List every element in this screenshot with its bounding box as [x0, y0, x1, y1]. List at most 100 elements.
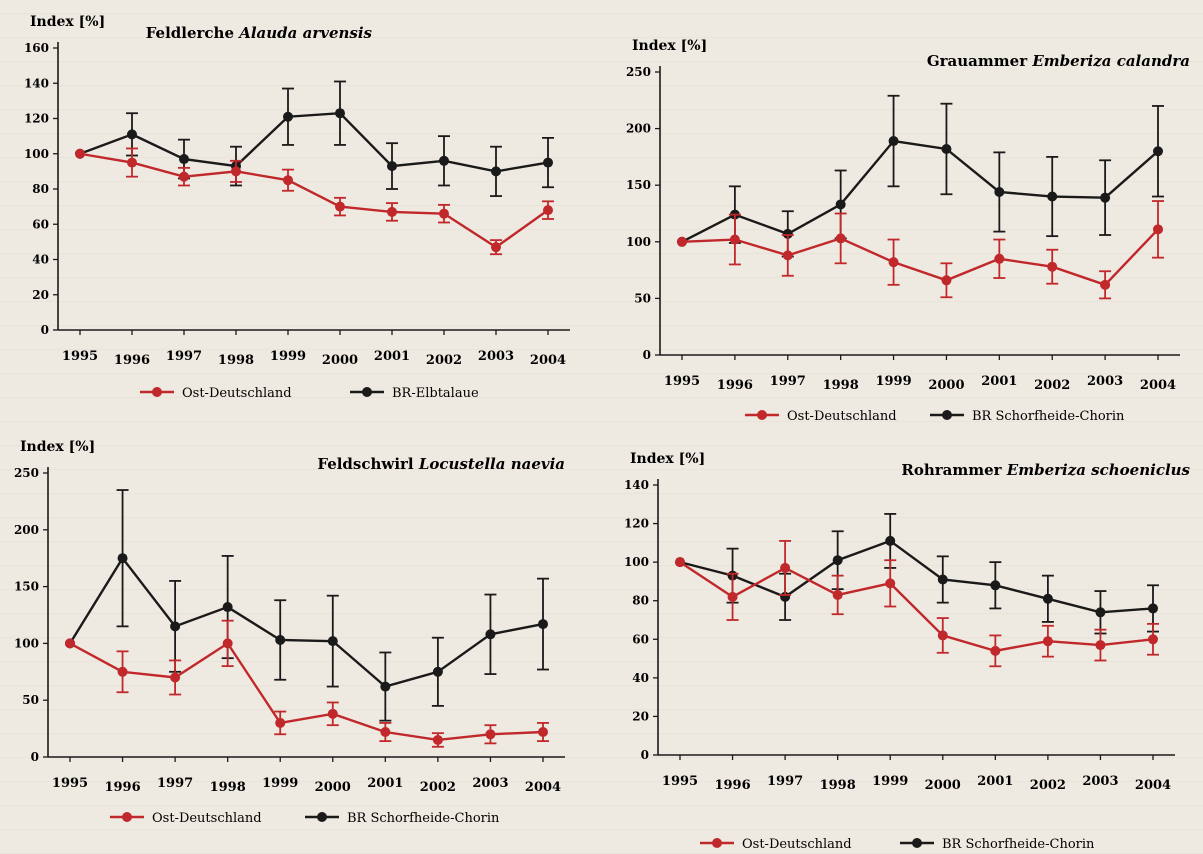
data-point	[1148, 634, 1158, 645]
legend-marker	[362, 387, 372, 397]
series-line	[679, 561, 1154, 653]
series-ost-deutschland	[675, 540, 1159, 668]
x-tick-label: 2002	[1030, 778, 1066, 793]
y-tick-label: 40	[32, 253, 49, 267]
series-line	[68, 556, 544, 688]
data-point	[222, 602, 233, 613]
legend-entry: Ost-Deutschland	[110, 811, 262, 826]
y-tick-label: 0	[643, 348, 651, 362]
data-point	[835, 233, 846, 244]
data-point	[885, 578, 896, 589]
data-point	[75, 148, 85, 159]
legend-entry: BR Schorfheide-Chorin	[900, 837, 1095, 852]
data-point	[491, 166, 501, 177]
x-tick-label: 1999	[875, 374, 911, 389]
x-tick-label: 2001	[977, 774, 1013, 789]
data-point	[1100, 192, 1111, 203]
legend-marker	[712, 838, 722, 848]
x-tick-label: 2004	[1135, 778, 1171, 793]
x-tick-label: 2004	[1140, 378, 1176, 393]
data-point	[127, 129, 137, 140]
legend-marker	[942, 410, 952, 420]
legend-label: Ost-Deutschland	[152, 811, 262, 826]
chart-title: Grauammer Emberiza calandra	[927, 52, 1190, 70]
y-tick-label: 60	[32, 217, 49, 231]
data-point	[117, 553, 128, 564]
title-common-name: Grauammer	[927, 52, 1032, 70]
x-tick-label: 2003	[472, 776, 508, 791]
x-tick-label: 2003	[478, 349, 514, 364]
data-point	[941, 275, 952, 286]
series-ost-deutschland	[75, 147, 554, 256]
series-line	[681, 139, 1159, 243]
data-point	[222, 638, 233, 649]
data-point	[231, 166, 241, 177]
data-point	[937, 630, 948, 641]
data-point	[538, 727, 548, 738]
y-tick-label: 140	[624, 478, 649, 492]
data-point	[782, 228, 793, 239]
x-tick-label: 1995	[62, 349, 98, 364]
y-tick-label: 40	[632, 671, 649, 685]
x-tick-label: 1995	[662, 774, 698, 789]
data-point	[937, 574, 948, 585]
data-point	[491, 242, 501, 253]
data-point	[170, 672, 181, 683]
x-tick-label: 1995	[52, 776, 88, 791]
x-tick-label: 1996	[114, 353, 150, 368]
series-ost-deutschland	[677, 200, 1164, 300]
data-point	[835, 199, 846, 210]
y-tick-label: 250	[626, 65, 651, 79]
title-latin-name: Locustella naevia	[418, 455, 565, 473]
data-point	[179, 154, 189, 165]
x-tick-label: 2002	[420, 780, 456, 795]
chart-title: Feldschwirl Locustella naevia	[317, 455, 565, 473]
data-point	[994, 186, 1005, 197]
legend-label: BR-Elbtalaue	[392, 386, 479, 401]
data-point	[780, 562, 791, 573]
title-latin-name: Emberiza schoeniclus	[1006, 461, 1191, 479]
y-tick-label: 160	[24, 41, 49, 55]
data-point	[1047, 261, 1058, 272]
legend-label: Ost-Deutschland	[787, 409, 897, 424]
legend-entry: Ost-Deutschland	[140, 386, 292, 401]
x-tick-label: 1997	[157, 776, 193, 791]
data-point	[832, 589, 843, 600]
x-tick-label: 1999	[872, 774, 908, 789]
y-tick-label: 100	[24, 147, 49, 161]
legend-entry: BR Schorfheide-Chorin	[930, 409, 1125, 424]
x-tick-label: 2001	[374, 349, 410, 364]
y-tick-label: 0	[31, 750, 39, 764]
series-line	[679, 539, 1154, 614]
series-reserve	[675, 513, 1159, 635]
y-axis-label: Index [%]	[632, 38, 707, 54]
x-tick-label: 1995	[664, 374, 700, 389]
data-point	[543, 205, 553, 216]
y-tick-label: 80	[32, 182, 49, 196]
x-tick-label: 2000	[925, 778, 961, 793]
title-latin-name: Emberiza calandra	[1031, 52, 1190, 70]
series-reserve	[677, 94, 1164, 258]
data-point	[1100, 279, 1111, 290]
y-tick-label: 200	[14, 523, 39, 537]
data-point	[327, 708, 338, 719]
x-tick-label: 2000	[322, 353, 358, 368]
data-point	[117, 666, 128, 677]
legend-label: Ost-Deutschland	[742, 837, 852, 852]
x-tick-label: 1997	[166, 349, 202, 364]
data-point	[888, 257, 899, 268]
data-point	[990, 645, 1001, 656]
legend-marker	[122, 812, 132, 822]
data-point	[1095, 607, 1106, 618]
data-point	[387, 206, 397, 217]
x-tick-label: 1997	[767, 774, 803, 789]
series-line	[79, 111, 549, 173]
data-point	[832, 555, 843, 566]
x-tick-label: 1997	[770, 374, 806, 389]
data-point	[275, 717, 286, 728]
data-point	[1153, 146, 1163, 157]
data-point	[170, 621, 181, 632]
legend-marker	[152, 387, 162, 397]
legend-label: Ost-Deutschland	[182, 386, 292, 401]
series-line	[681, 228, 1159, 287]
